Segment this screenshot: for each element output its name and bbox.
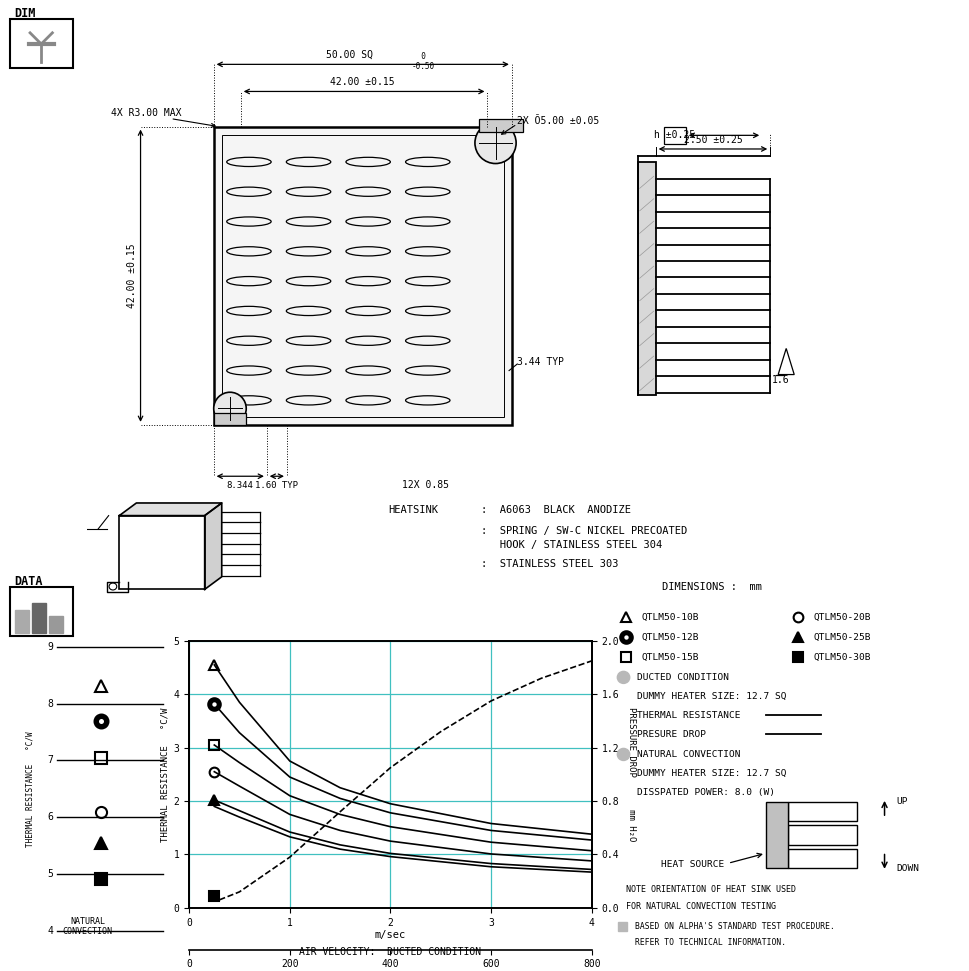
Text: DIM: DIM <box>15 7 36 19</box>
Text: 2X Õ5.00 ±0.05: 2X Õ5.00 ±0.05 <box>516 116 599 126</box>
Text: QTLM50-25B: QTLM50-25B <box>813 633 870 642</box>
Text: 42.00 ±0.15: 42.00 ±0.15 <box>330 77 394 87</box>
Text: NATURAL
CONVECTION: NATURAL CONVECTION <box>63 917 112 936</box>
Text: NATURAL CONVECTION: NATURAL CONVECTION <box>637 750 740 759</box>
Text: DOWN: DOWN <box>895 864 919 873</box>
Text: 1.6: 1.6 <box>770 376 788 385</box>
Text: QTLM50-20B: QTLM50-20B <box>813 613 870 621</box>
Text: HEATSINK: HEATSINK <box>388 505 438 515</box>
Text: 8.344: 8.344 <box>227 482 254 490</box>
Text: QTLM50-12B: QTLM50-12B <box>641 633 699 642</box>
Text: BASED ON ALPHA'S STANDARD TEST PROCEDURE.: BASED ON ALPHA'S STANDARD TEST PROCEDURE… <box>635 921 834 931</box>
Text: HEAT SOURCE: HEAT SOURCE <box>660 860 723 869</box>
Text: 12X 0.85: 12X 0.85 <box>401 481 448 490</box>
Bar <box>222 135 503 417</box>
Bar <box>617 921 627 931</box>
Bar <box>48 616 63 633</box>
Bar <box>479 118 522 132</box>
Text: 4: 4 <box>47 926 53 936</box>
Circle shape <box>213 392 246 424</box>
Bar <box>637 162 655 394</box>
Text: 9: 9 <box>47 642 53 652</box>
Text: DISSPATED POWER: 8.0 (W): DISSPATED POWER: 8.0 (W) <box>637 787 774 797</box>
Bar <box>787 802 857 821</box>
Text: h ±0.25: h ±0.25 <box>653 130 695 141</box>
Text: DUCTED CONDITION: DUCTED CONDITION <box>637 673 729 682</box>
Text: 4X R3.00 MAX: 4X R3.00 MAX <box>110 108 181 117</box>
Bar <box>765 802 787 868</box>
Text: DIMENSIONS :  mm: DIMENSIONS : mm <box>661 583 761 592</box>
Text: QTLM50-10B: QTLM50-10B <box>641 613 699 621</box>
Text: 0
-0.50: 0 -0.50 <box>411 51 434 71</box>
Circle shape <box>616 749 629 760</box>
Bar <box>213 413 246 424</box>
Text: THERMAL RESISTANCE   °C/W: THERMAL RESISTANCE °C/W <box>25 731 34 847</box>
Text: 1.60 TYP: 1.60 TYP <box>255 482 298 490</box>
Text: HOOK / STAINLESS STEEL 304: HOOK / STAINLESS STEEL 304 <box>481 540 662 550</box>
Circle shape <box>616 671 629 684</box>
Polygon shape <box>204 503 222 589</box>
Text: 5: 5 <box>47 869 53 880</box>
Text: REFER TO TECHNICAL INFORMATION.: REFER TO TECHNICAL INFORMATION. <box>635 938 785 947</box>
Text: :  A6063  BLACK  ANODIZE: : A6063 BLACK ANODIZE <box>481 505 631 515</box>
Text: :  STAINLESS STEEL 303: : STAINLESS STEEL 303 <box>481 559 618 569</box>
Text: UP: UP <box>895 797 907 806</box>
Text: DUMMY HEATER SIZE: 12.7 SQ: DUMMY HEATER SIZE: 12.7 SQ <box>637 692 786 701</box>
Text: 7: 7 <box>47 755 53 765</box>
Text: :  SPRING / SW-C NICKEL PRECOATED: : SPRING / SW-C NICKEL PRECOATED <box>481 526 687 536</box>
Text: 8: 8 <box>47 698 53 709</box>
Text: DATA: DATA <box>15 575 44 587</box>
Text: AIR VELOCITY:  DUCTED CONDITION: AIR VELOCITY: DUCTED CONDITION <box>299 947 481 956</box>
X-axis label: m/sec: m/sec <box>374 930 406 940</box>
Text: 50.00 SQ: 50.00 SQ <box>326 50 372 60</box>
Text: QTLM50-15B: QTLM50-15B <box>641 653 699 662</box>
Bar <box>213 126 512 424</box>
Text: PRESURE DROP: PRESURE DROP <box>637 730 705 739</box>
Bar <box>10 586 73 636</box>
Y-axis label: PRESSURE DROP      mm H₂O: PRESSURE DROP mm H₂O <box>626 707 635 842</box>
Text: DUMMY HEATER SIZE: 12.7 SQ: DUMMY HEATER SIZE: 12.7 SQ <box>637 769 786 778</box>
Text: FOR NATURAL CONVECTION TESTING: FOR NATURAL CONVECTION TESTING <box>626 902 775 911</box>
Text: 3.44 TYP: 3.44 TYP <box>516 357 564 367</box>
Circle shape <box>475 122 516 163</box>
Bar <box>787 825 857 845</box>
Bar <box>663 127 685 144</box>
Bar <box>32 603 46 633</box>
Text: QTLM50-30B: QTLM50-30B <box>813 653 870 662</box>
Text: 42.00 ±0.15: 42.00 ±0.15 <box>127 244 138 308</box>
Bar <box>787 849 857 868</box>
Text: 6: 6 <box>47 813 53 822</box>
Text: THERMAL RESISTANCE: THERMAL RESISTANCE <box>637 711 740 720</box>
Bar <box>15 610 28 633</box>
Text: 2.50 ±0.25: 2.50 ±0.25 <box>683 135 741 145</box>
Y-axis label: THERMAL RESISTANCE   °C/W: THERMAL RESISTANCE °C/W <box>160 707 170 842</box>
Bar <box>10 18 73 68</box>
Text: NOTE ORIENTATION OF HEAT SINK USED: NOTE ORIENTATION OF HEAT SINK USED <box>626 885 796 894</box>
Polygon shape <box>119 503 222 516</box>
